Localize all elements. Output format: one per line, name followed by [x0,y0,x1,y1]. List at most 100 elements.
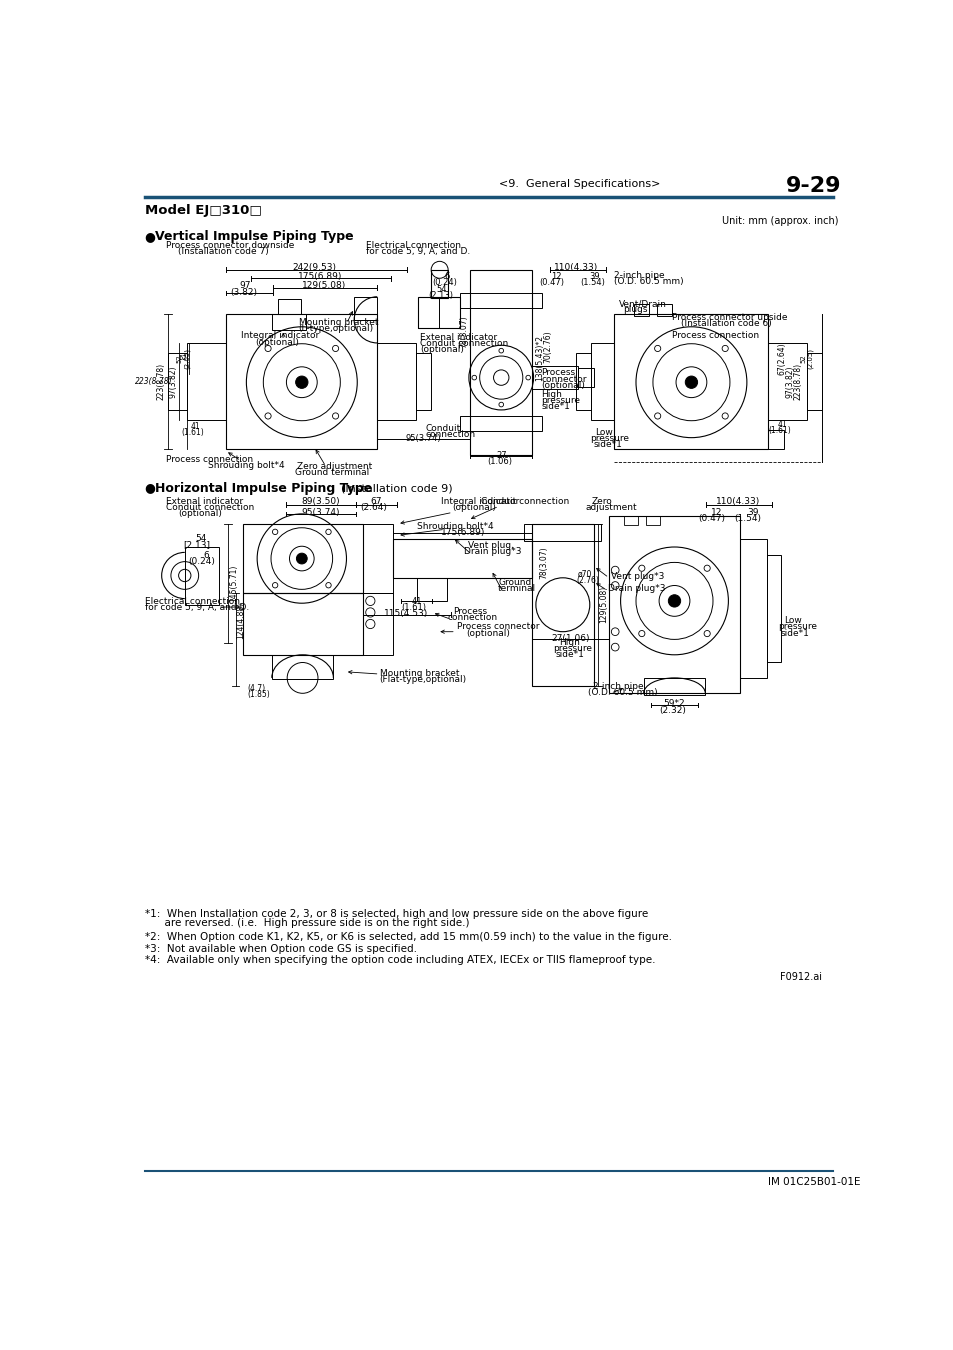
Bar [591,343,614,420]
Text: 2-inch pipe: 2-inch pipe [592,682,643,691]
Text: Mounting bracket: Mounting bracket [298,317,377,327]
Text: Electrical connection: Electrical connection [366,242,461,250]
Text: (0.24): (0.24) [432,278,457,286]
Text: 41: 41 [411,597,421,606]
Text: (Installation code 6): (Installation code 6) [680,319,771,328]
Text: (2.76): (2.76) [577,576,598,586]
Bar [362,524,393,593]
Text: 12: 12 [550,273,560,281]
Text: are reversed. (i.e.  High pressure side is on the right side.): are reversed. (i.e. High pressure side i… [145,918,469,929]
Text: 110(4.33): 110(4.33) [715,497,759,506]
Text: Integral indicator: Integral indicator [241,331,319,340]
Bar [524,524,600,541]
Text: High: High [540,390,561,398]
Text: (1.54): (1.54) [734,514,760,522]
Text: (1.61): (1.61) [182,428,204,437]
Bar [643,678,704,695]
Text: Process connector downside: Process connector downside [166,242,294,250]
Text: side*1: side*1 [593,440,622,450]
Text: (0.47): (0.47) [538,278,563,286]
Text: pressure: pressure [540,396,579,405]
Text: 175(6.89): 175(6.89) [440,528,484,537]
Text: (optional): (optional) [540,381,584,390]
Text: *4:  Available only when specifying the option code including ATEX, IECEx or TII: *4: Available only when specifying the o… [145,954,655,965]
Text: (0.47): (0.47) [698,514,725,522]
Text: 67: 67 [370,497,381,506]
Text: for code 5, 9, A, and D.: for code 5, 9, A, and D. [366,247,470,256]
Text: 39: 39 [589,273,599,281]
Text: 124(4.88): 124(4.88) [236,602,245,639]
Text: Horizontal Impulse Piping Type: Horizontal Impulse Piping Type [154,482,372,494]
Bar [431,270,448,297]
Text: 70(2.76): 70(2.76) [542,331,552,363]
Circle shape [296,554,307,564]
Text: (1.85): (1.85) [247,690,270,699]
Text: (0.24): (0.24) [188,558,215,566]
Text: (2.64): (2.64) [359,504,387,512]
Bar [393,539,532,578]
Bar [614,315,767,450]
Text: 54: 54 [195,533,207,543]
Text: [2.13]: [2.13] [183,540,211,549]
Bar [243,524,362,593]
Bar [460,416,541,432]
Text: (1.54): (1.54) [579,278,604,286]
Text: 97(3.82): 97(3.82) [169,366,177,398]
Text: Extenal indicator: Extenal indicator [166,497,242,506]
Text: (1.61): (1.61) [768,427,791,435]
Bar [225,315,376,450]
Text: 223(8.78): 223(8.78) [135,377,172,386]
Text: 129(5.08): 129(5.08) [598,586,607,624]
Text: adjustment: adjustment [585,504,637,512]
Text: ●: ● [145,230,155,243]
Text: 6: 6 [203,551,209,560]
Text: (optional): (optional) [453,504,497,512]
Text: IM 01C25B01-01E: IM 01C25B01-01E [767,1177,860,1187]
Text: Zero adjustment: Zero adjustment [297,462,372,471]
Text: 242(9.53): 242(9.53) [292,263,335,271]
Text: Process connection: Process connection [166,455,253,463]
Text: 115(4.53): 115(4.53) [384,609,428,617]
Text: Extenal indicator: Extenal indicator [420,333,497,342]
Text: side*1: side*1 [780,629,809,637]
Text: 2-inch pipe: 2-inch pipe [614,270,664,279]
Bar [272,315,306,329]
Bar [460,293,541,308]
Text: Vertical Impulse Piping Type: Vertical Impulse Piping Type [154,230,353,243]
Text: *3:  Not available when Option code GS is specified.: *3: Not available when Option code GS is… [145,944,416,954]
Text: connection: connection [425,429,476,439]
Text: ●: ● [145,482,155,494]
Bar [362,593,393,655]
Text: Conduit connection: Conduit connection [480,497,569,506]
Text: Model EJ□310□: Model EJ□310□ [145,204,261,217]
Bar [608,516,740,694]
Text: Ground terminal: Ground terminal [294,468,369,478]
Text: 223(8.78): 223(8.78) [792,363,801,400]
Bar [576,352,591,410]
Text: 41: 41 [191,423,200,431]
Text: 97(3.82): 97(3.82) [784,366,794,398]
Text: Vent plug*3: Vent plug*3 [610,571,663,580]
Text: 67(2.64): 67(2.64) [777,342,786,375]
Text: Process: Process [540,369,575,378]
Text: (Installation code 7): (Installation code 7) [177,247,269,256]
Text: connection: connection [447,613,497,622]
Text: plugs: plugs [622,305,647,315]
Bar [645,516,659,525]
Text: 39: 39 [746,508,758,517]
Text: (Flat-type,optional): (Flat-type,optional) [379,675,466,684]
Bar [532,366,578,389]
Circle shape [668,595,679,608]
Text: (Installation code 9): (Installation code 9) [341,483,453,493]
Bar [185,547,219,605]
Text: (L-type,optional): (L-type,optional) [298,324,374,332]
Text: Shrouding bolt*4: Shrouding bolt*4 [416,521,493,531]
Bar [767,343,806,420]
Text: 12: 12 [710,508,721,517]
Bar [740,539,766,678]
Bar [243,593,362,655]
Bar [187,343,225,420]
Text: 59*2: 59*2 [663,699,684,709]
Text: High: High [558,637,579,647]
Bar [354,297,376,320]
